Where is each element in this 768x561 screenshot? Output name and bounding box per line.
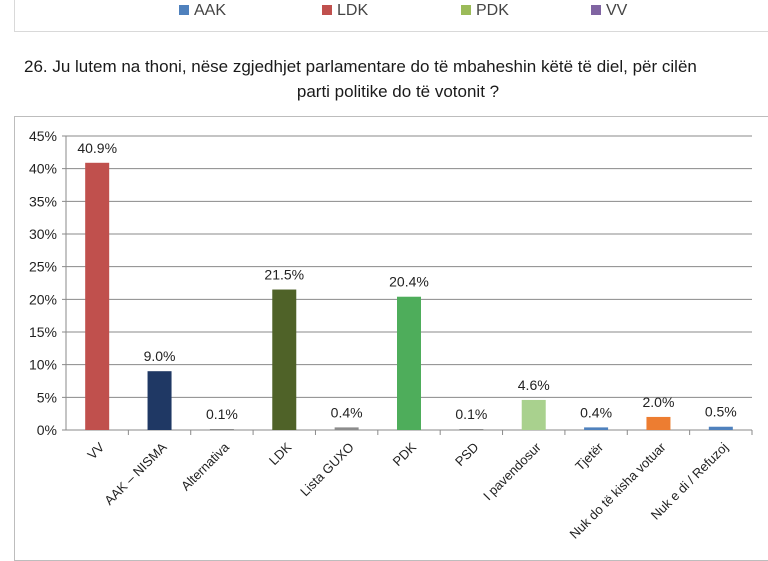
bar-11 — [708, 426, 733, 430]
bar-1 — [85, 162, 110, 430]
legend-label: LDK — [337, 2, 369, 19]
bar-9 — [584, 427, 609, 430]
legend-item-pdk: PDK — [461, 2, 509, 20]
y-tick-label: 5% — [37, 389, 57, 405]
y-tick-label: 40% — [29, 161, 57, 177]
data-label: 0.1% — [455, 406, 487, 422]
data-label: 0.4% — [580, 404, 612, 420]
data-label: 0.1% — [206, 406, 238, 422]
y-tick-label: 35% — [29, 193, 57, 209]
legend-swatch — [461, 5, 471, 15]
data-label: 21.5% — [264, 267, 304, 283]
y-tick-label: 15% — [29, 324, 57, 340]
data-label: 0.4% — [331, 404, 363, 420]
legend-swatch — [322, 5, 332, 15]
data-label: 20.4% — [389, 274, 429, 290]
legend-label: AAK — [194, 2, 227, 19]
y-tick-label: 10% — [29, 357, 57, 373]
question-line-1: 26. Ju lutem na thoni, nëse zgjedhjet pa… — [24, 57, 697, 76]
data-label: 9.0% — [144, 348, 176, 364]
bar-10 — [646, 416, 671, 430]
x-tick-label: Alternativa — [178, 439, 233, 494]
data-label: 2.0% — [642, 394, 674, 410]
x-tick-label: PSD — [452, 440, 482, 470]
legend-label: PDK — [476, 2, 509, 19]
data-label: 40.9% — [77, 140, 117, 156]
y-tick-label: 20% — [29, 291, 57, 307]
bar-2 — [147, 371, 172, 430]
question-line-2: parti politike do të votonit ? — [296, 82, 500, 101]
top-legend: AAK LDK PDK VV — [14, 0, 768, 32]
legend-swatch — [179, 5, 189, 15]
legend-swatch — [591, 5, 601, 15]
data-label: 0.5% — [705, 404, 737, 420]
bar-5 — [334, 427, 359, 430]
x-tick-label: VV — [84, 439, 107, 462]
bar-7 — [459, 429, 484, 430]
bar-8 — [521, 399, 546, 430]
legend-item-ldk: LDK — [322, 2, 368, 20]
x-tick-label: LDK — [266, 439, 295, 468]
x-tick-label: AAK – NISMA — [101, 439, 170, 508]
y-tick-label: 0% — [37, 422, 57, 438]
bar-6 — [397, 296, 421, 430]
data-label: 4.6% — [518, 377, 550, 393]
bar-3 — [209, 429, 234, 430]
y-tick-label: 25% — [29, 259, 57, 275]
legend-label: VV — [606, 2, 628, 19]
x-tick-label: Lista GUXO — [297, 440, 357, 500]
x-tick-label: I pavendosur — [480, 439, 544, 503]
legend-item-vv: VV — [591, 2, 627, 20]
x-tick-label: Tjetër — [572, 439, 607, 474]
y-tick-label: 45% — [29, 128, 57, 144]
x-tick-label: PDK — [390, 439, 420, 469]
bar-4 — [272, 289, 297, 430]
y-tick-label: 30% — [29, 226, 57, 242]
legend-item-aak: AAK — [179, 2, 226, 20]
